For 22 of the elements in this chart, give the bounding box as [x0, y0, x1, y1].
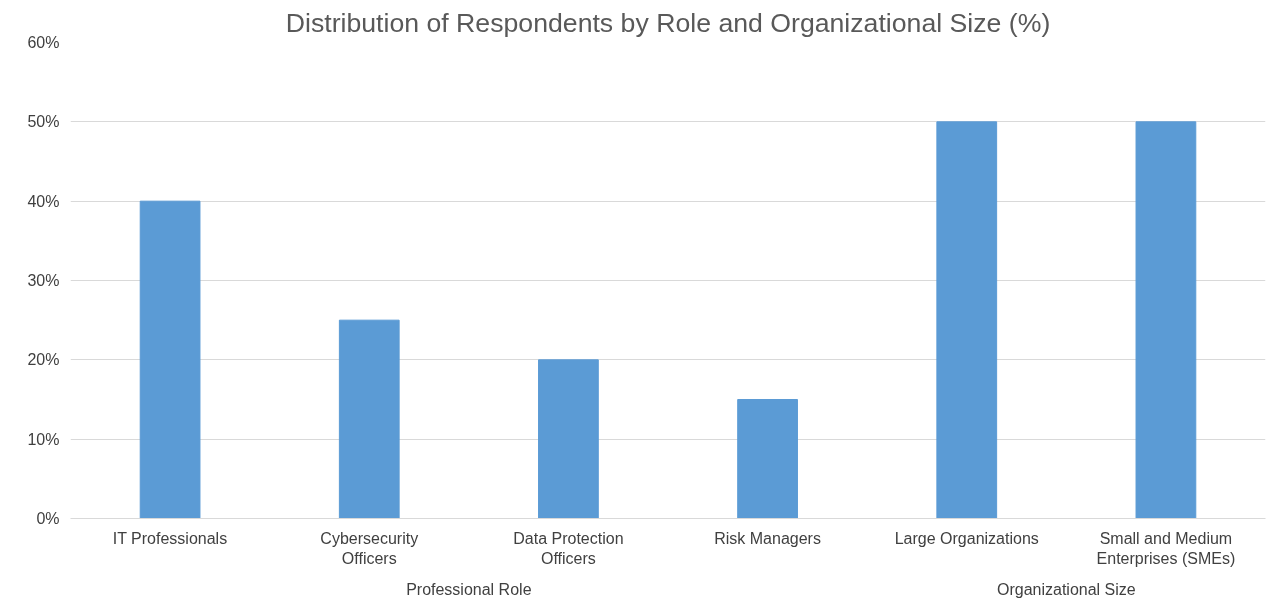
- y-tick-label: 10%: [27, 430, 60, 448]
- bar: [338, 319, 400, 519]
- bar: [1135, 121, 1197, 519]
- x-tick-label: Large Organizations: [894, 529, 1039, 547]
- y-tick-label: 20%: [27, 351, 60, 369]
- bar: [737, 399, 798, 519]
- text: Professional Role: [406, 580, 532, 598]
- y-tick-label: 50%: [27, 113, 60, 131]
- x-tick-label: Small and Medium Enterprises (SMEs): [1096, 529, 1236, 567]
- bar: [139, 200, 201, 519]
- x-tick-label: Cybersecurity Officers: [320, 529, 419, 567]
- y-tick-label: 30%: [27, 272, 60, 289]
- chart-title: Distribution of Respondents by Role and Organizational Size (%): [285, 7, 1051, 38]
- y-tick-label: 40%: [27, 192, 60, 210]
- bar: [538, 359, 599, 519]
- x-tick-label: IT Professionals: [112, 529, 228, 547]
- y-tick-label: 0%: [36, 510, 60, 527]
- text: Organizational Size: [996, 580, 1136, 598]
- bar: [936, 121, 998, 519]
- y-tick-label: 60%: [27, 34, 60, 51]
- x-tick-label: Risk Managers: [714, 529, 821, 547]
- x-tick-label: Data Protection Officers: [513, 529, 624, 567]
